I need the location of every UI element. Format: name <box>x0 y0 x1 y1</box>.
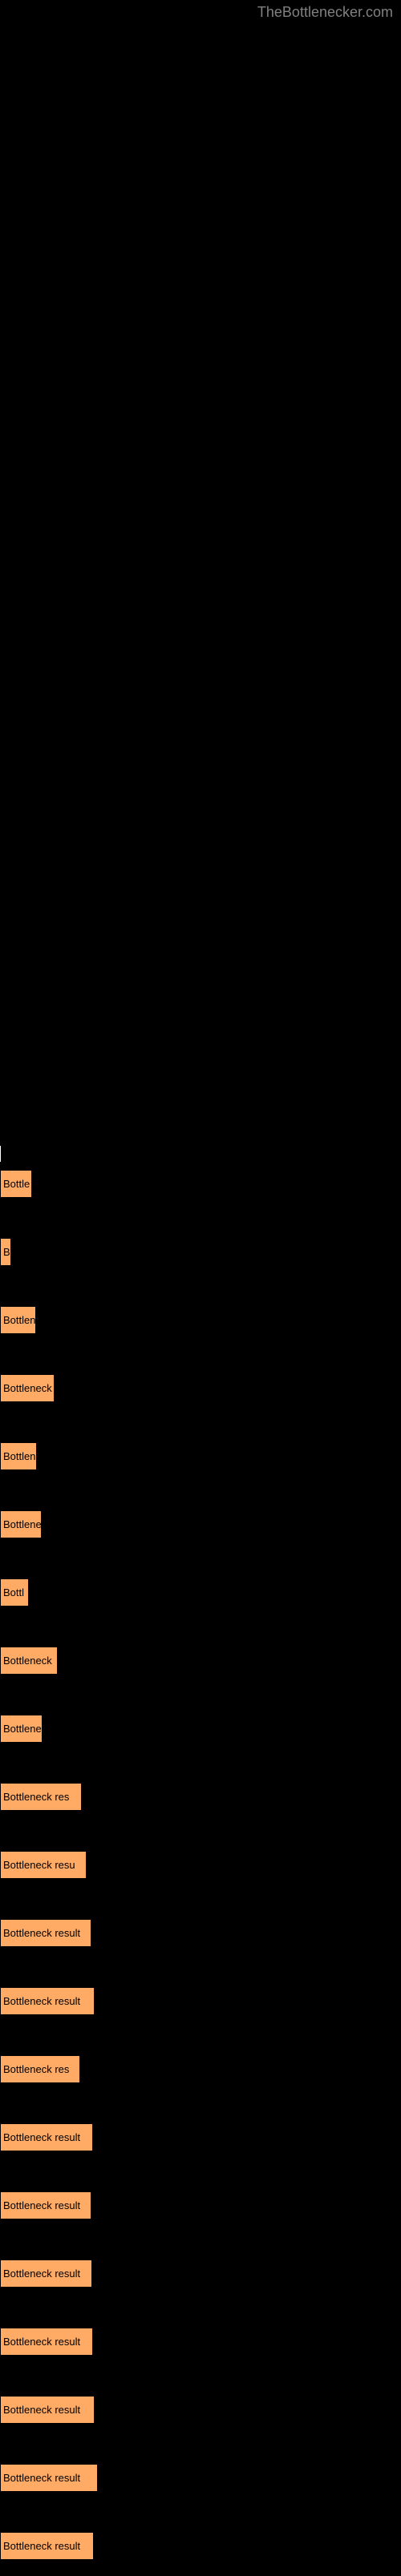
bar-row: Bottlene <box>0 1486 401 1554</box>
bar-label: Bottl <box>3 1586 24 1598</box>
bar-label: Bottleneck result <box>3 2268 80 2280</box>
bar-row: Bottleneck result <box>0 2372 401 2440</box>
bar-label: Bottleneck result <box>3 2131 80 2143</box>
bar-label: Bottleneck result <box>3 2199 80 2211</box>
bar-row: Bottleneck <box>0 1350 401 1418</box>
chart-bar: Bottlene <box>0 1510 42 1538</box>
chart-bar: Bottleneck result <box>0 2123 93 2151</box>
bar-row: Bottl <box>0 1554 401 1623</box>
chart-bar: Bottlene <box>0 1715 43 1743</box>
chart-bar: Bottleneck result <box>0 2328 93 2356</box>
bar-row: Bottleneck <box>0 1623 401 1691</box>
chart-bar: Bottleneck result <box>0 1987 95 2015</box>
bar-row: Bottleneck result <box>0 1895 401 1963</box>
chart-bar: Bottleneck result <box>0 2464 98 2492</box>
watermark-text: TheBottlenecker.com <box>257 4 393 21</box>
bar-label: Bottleneck res <box>3 2063 69 2075</box>
chart-bar: Bottl <box>0 1578 29 1606</box>
chart-bar: Bottleneck result <box>0 2260 92 2288</box>
bar-row: Bottleneck resu <box>0 1827 401 1895</box>
bar-row: Bottleneck result <box>0 2167 401 2235</box>
chart-bar: Bottle <box>0 1170 32 1198</box>
chart-bar: Bottleneck result <box>0 2532 94 2560</box>
bar-row: B <box>0 1214 401 1282</box>
bar-label: Bottleneck result <box>3 1927 80 1939</box>
bar-row: Bottleneck result <box>0 2099 401 2167</box>
bar-row: Bottleneck result <box>0 2304 401 2372</box>
bar-label: Bottleneck result <box>3 2472 80 2484</box>
bar-chart: Bottle B Bottlen Bottleneck Bottlen Bottlene B… <box>0 1146 401 2576</box>
bar-row: Bottleneck res <box>0 1759 401 1827</box>
bar-label: B <box>3 1246 10 1258</box>
bar-row: Bottlene <box>0 1691 401 1759</box>
bar-label: Bottleneck <box>3 1382 52 1394</box>
chart-bar: Bottleneck resu <box>0 1851 87 1879</box>
bar-label: Bottle <box>3 1178 30 1190</box>
bar-label: Bottleneck <box>3 1655 52 1667</box>
chart-bar: B <box>0 1238 11 1266</box>
chart-bar: Bottleneck <box>0 1647 58 1675</box>
bar-label: Bottlen <box>3 1450 35 1462</box>
bar-label: Bottlene <box>3 1518 41 1530</box>
chart-bar: Bottleneck res <box>0 2055 80 2083</box>
bar-label: Bottleneck result <box>3 2540 80 2552</box>
chart-bar: Bottleneck result <box>0 1919 91 1947</box>
bar-row: Bottleneck result <box>0 2235 401 2304</box>
bar-label: Bottlene <box>3 1723 42 1735</box>
bar-label: Bottlen <box>3 1314 35 1326</box>
bar-label: Bottleneck result <box>3 1995 80 2007</box>
bar-label: Bottleneck result <box>3 2404 80 2416</box>
bar-label: Bottleneck res <box>3 1791 69 1803</box>
bar-row: Bottleneck result <box>0 1963 401 2031</box>
bar-row: Bottle <box>0 1146 401 1214</box>
chart-bar: Bottlen <box>0 1442 37 1470</box>
chart-bar: Bottleneck res <box>0 1783 82 1811</box>
bar-row: Bottleneck res <box>0 2031 401 2099</box>
bar-label: Bottleneck result <box>3 2336 80 2348</box>
bar-row: Bottlen <box>0 1282 401 1350</box>
bar-row: Bottleneck result <box>0 2508 401 2576</box>
bar-row: Bottlen <box>0 1418 401 1486</box>
chart-bar: Bottleneck result <box>0 2191 91 2219</box>
bar-label: Bottleneck resu <box>3 1859 75 1871</box>
chart-bar: Bottleneck <box>0 1374 55 1402</box>
bar-row: Bottleneck result <box>0 2440 401 2508</box>
chart-bar: Bottlen <box>0 1306 36 1334</box>
chart-bar: Bottleneck result <box>0 2396 95 2424</box>
